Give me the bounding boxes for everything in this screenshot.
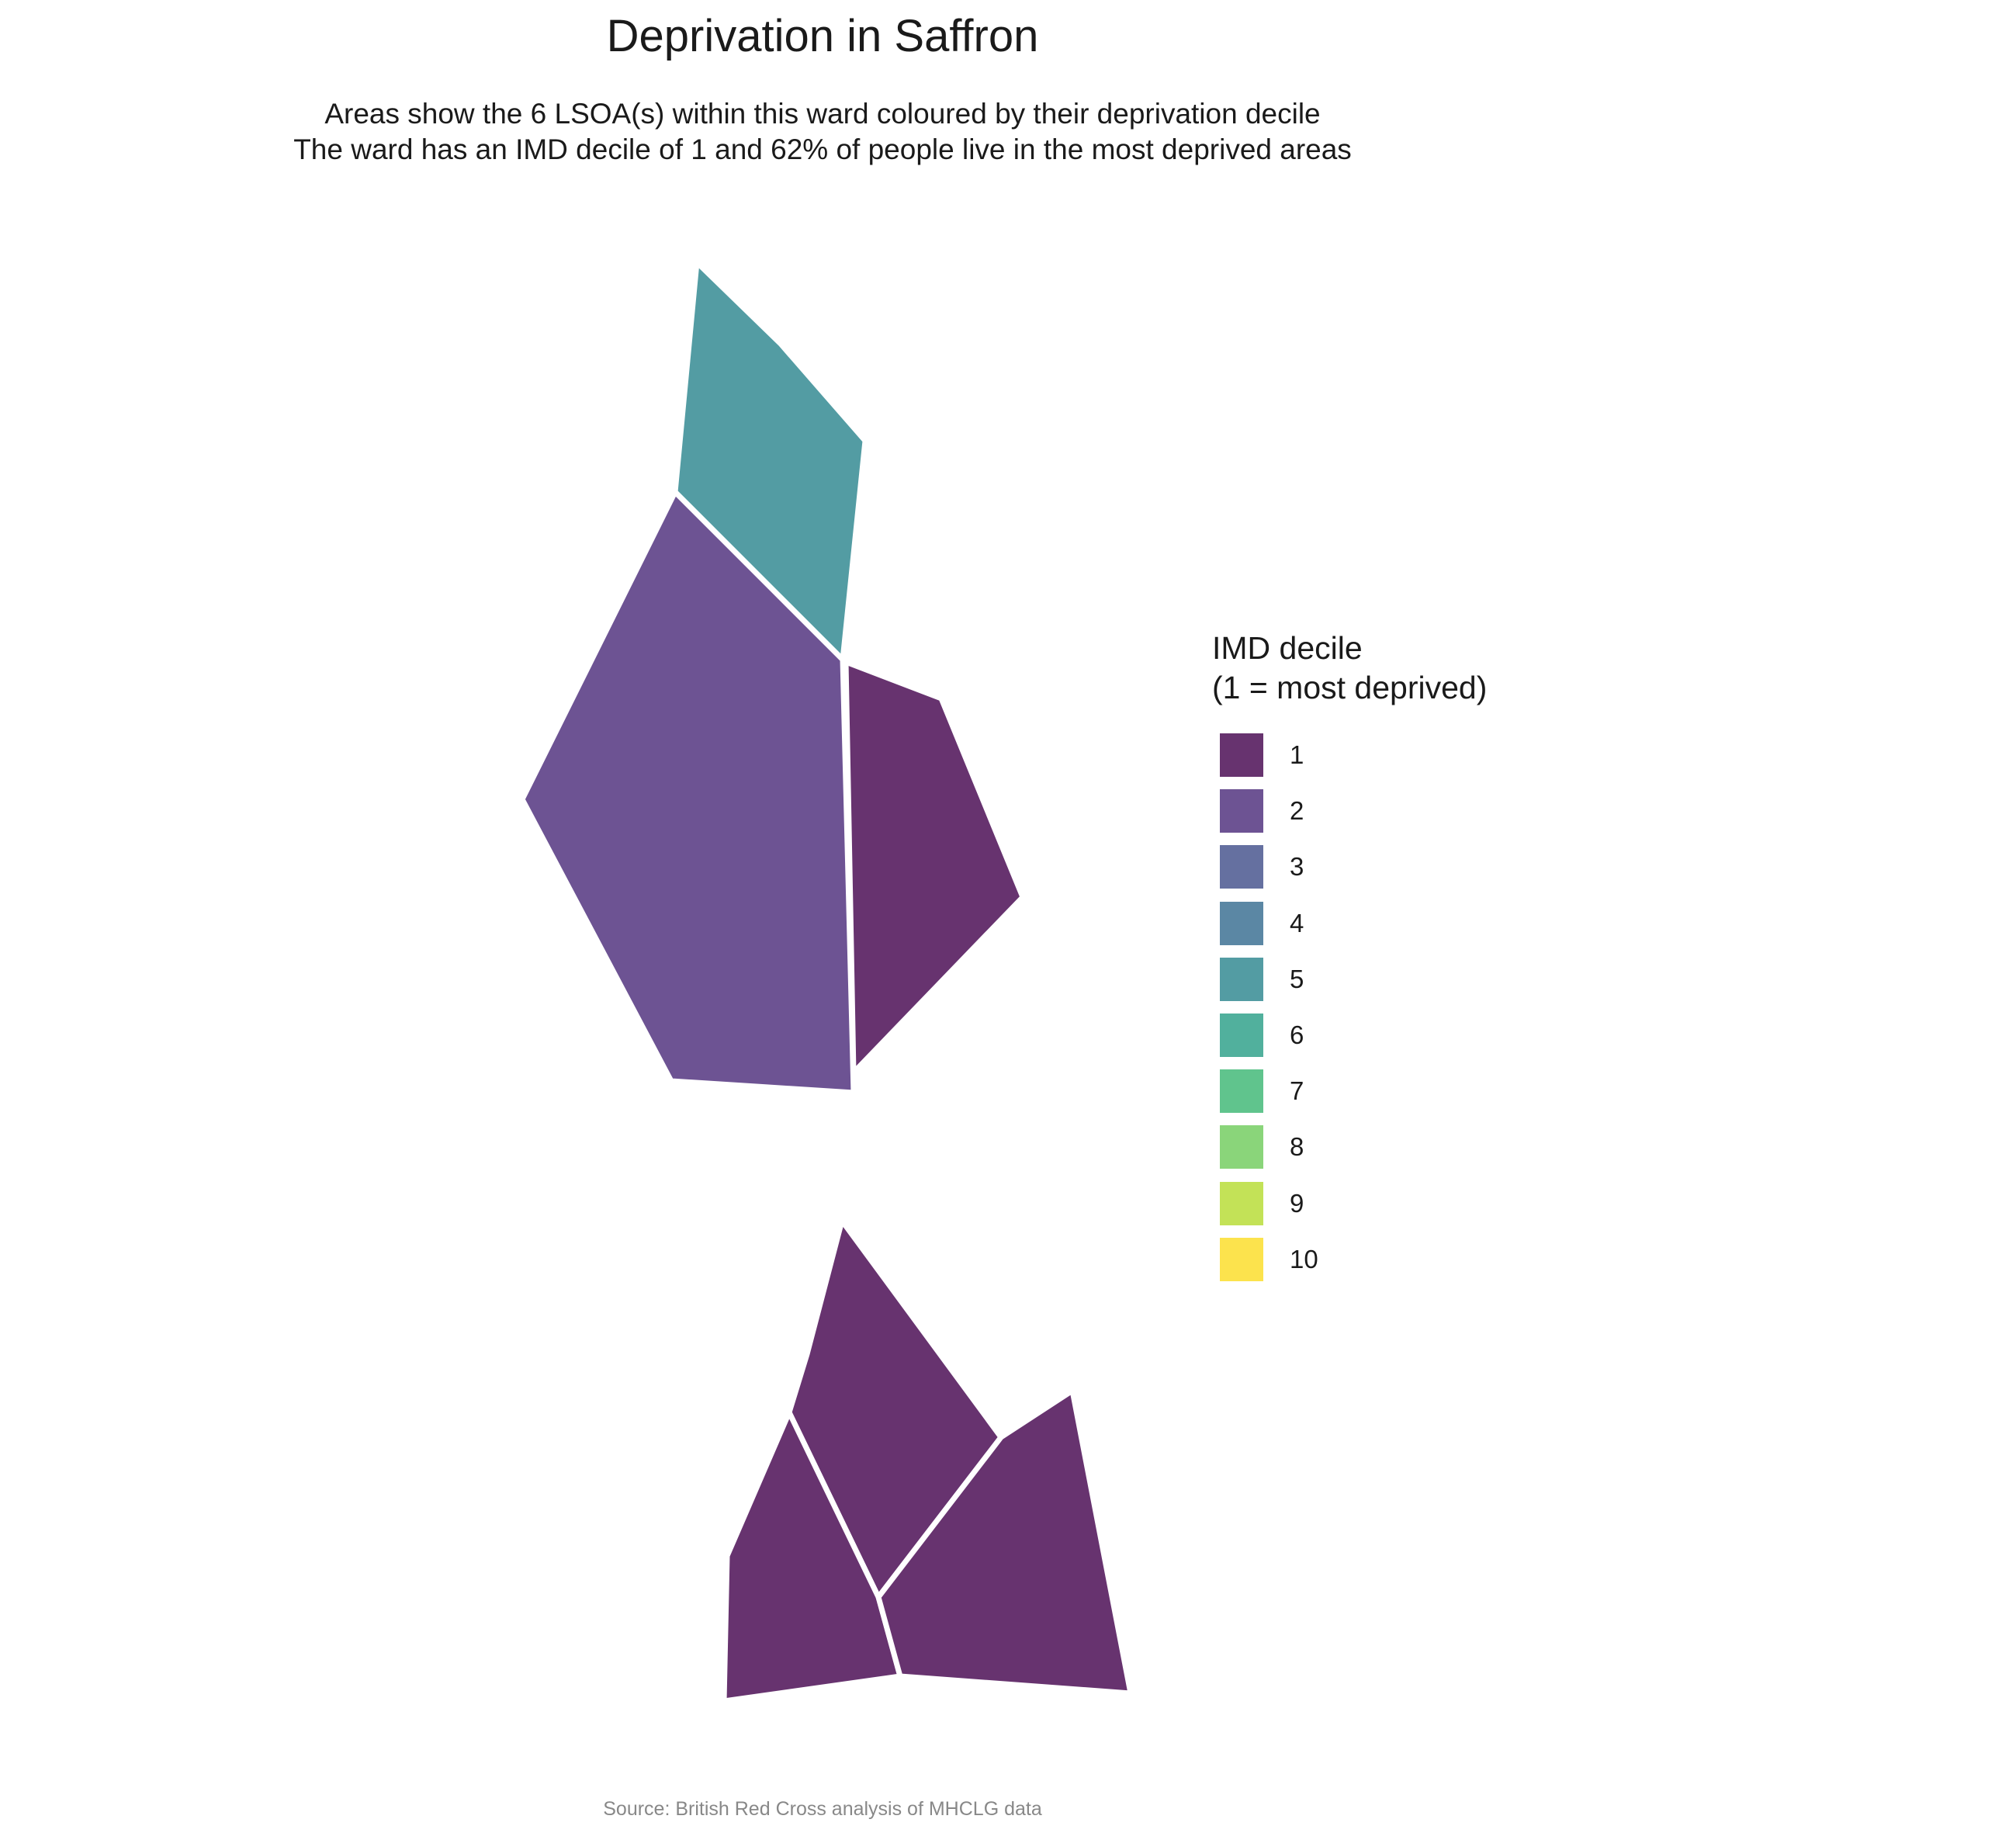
- subtitle-line-1: Areas show the 6 LSOA(s) within this war…: [324, 98, 1321, 130]
- legend: IMD decile (1 = most deprived) 1 2 3 4 5…: [1212, 629, 1616, 1290]
- page-subtitle: Areas show the 6 LSOA(s) within this war…: [0, 96, 1645, 168]
- lsoa-area[interactable]: [721, 1409, 903, 1704]
- legend-title-line-1: IMD decile: [1212, 630, 1363, 666]
- legend-label: 5: [1290, 964, 1304, 993]
- legend-swatch: [1220, 901, 1263, 945]
- legend-label: 6: [1290, 1020, 1304, 1049]
- legend-swatch: [1220, 1237, 1263, 1281]
- legend-label: 10: [1290, 1244, 1318, 1273]
- legend-swatch: [1220, 1069, 1263, 1114]
- legend-label: 9: [1290, 1188, 1304, 1218]
- legend-item-8: 8: [1212, 1121, 1616, 1177]
- legend-label: 4: [1290, 908, 1304, 937]
- legend-swatch: [1220, 957, 1263, 1001]
- legend-item-2: 2: [1212, 785, 1616, 841]
- legend-title-line-2: (1 = most deprived): [1212, 670, 1488, 705]
- lsoa-area[interactable]: [672, 259, 868, 663]
- legend-swatch: [1220, 845, 1263, 889]
- legend-items: 1 2 3 4 5 6 7 8: [1212, 729, 1616, 1290]
- legend-label: 3: [1290, 852, 1304, 882]
- legend-item-5: 5: [1212, 954, 1616, 1010]
- legend-swatch: [1220, 1181, 1263, 1225]
- legend-item-4: 4: [1212, 898, 1616, 954]
- legend-label: 2: [1290, 796, 1304, 826]
- lsoa-area[interactable]: [843, 659, 1026, 1076]
- lsoa-area[interactable]: [875, 1388, 1134, 1696]
- legend-swatch: [1220, 733, 1263, 777]
- legend-item-10: 10: [1212, 1234, 1616, 1290]
- subtitle-line-2: The ward has an IMD decile of 1 and 62% …: [293, 133, 1352, 165]
- legend-item-3: 3: [1212, 841, 1616, 897]
- legend-label: 7: [1290, 1076, 1304, 1106]
- legend-item-9: 9: [1212, 1178, 1616, 1234]
- legend-label: 8: [1290, 1132, 1304, 1162]
- legend-label: 1: [1290, 740, 1304, 769]
- lsoa-area[interactable]: [519, 489, 857, 1096]
- legend-swatch: [1220, 1013, 1263, 1057]
- page-title: Deprivation in Saffron: [606, 11, 1039, 61]
- legend-item-1: 1: [1212, 729, 1616, 785]
- legend-swatch: [1220, 1125, 1263, 1169]
- source-caption: Source: British Red Cross analysis of MH…: [603, 1798, 1042, 1820]
- legend-swatch: [1220, 789, 1263, 833]
- legend-item-6: 6: [1212, 1010, 1616, 1065]
- legend-item-7: 7: [1212, 1065, 1616, 1121]
- legend-title: IMD decile (1 = most deprived): [1212, 629, 1616, 708]
